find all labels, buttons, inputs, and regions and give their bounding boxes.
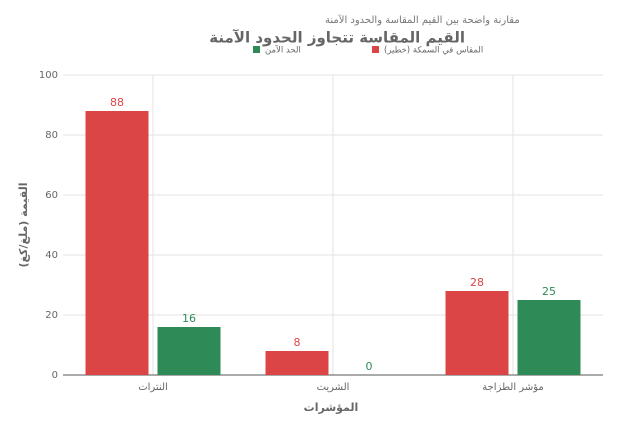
data-label: 0 (366, 360, 373, 373)
y-tick-label: 40 (45, 250, 58, 261)
y-tick-label: 20 (45, 310, 58, 321)
y-tick-label: 0 (52, 370, 58, 381)
chart-title: القيم المقاسة تتجاوز الحدود الآمنة (209, 29, 465, 47)
x-axis-label: المؤشرات (304, 401, 359, 414)
y-axis-label: القيمة (ملغ/كغ) (17, 183, 30, 268)
bar (85, 111, 149, 375)
data-label: 28 (470, 276, 484, 289)
legend-swatch (253, 46, 260, 53)
y-tick-label: 80 (45, 130, 58, 141)
x-tick-label: النترات (138, 382, 168, 393)
legend: المقاس في السمكة (خطير) الحد الآمن (253, 45, 483, 56)
legend-label: المقاس في السمكة (خطير) (384, 46, 483, 56)
bar (445, 291, 509, 375)
legend-swatch (372, 46, 379, 53)
bar (157, 327, 221, 375)
data-label: 8 (294, 336, 301, 349)
data-label: 16 (182, 312, 196, 325)
y-tick-label: 60 (45, 190, 58, 201)
bar (517, 300, 581, 375)
data-label: 25 (542, 285, 556, 298)
data-label: 88 (110, 96, 124, 109)
x-tick-label: مؤشر الطزاجة (482, 382, 543, 393)
bar (265, 351, 329, 375)
legend-label: الحد الآمن (265, 45, 301, 56)
chart-subtitle: مقارنة واضحة بين القيم المقاسة والحدود ا… (325, 14, 520, 26)
y-tick-label: 100 (39, 70, 58, 81)
x-tick-label: الشريت (317, 382, 350, 393)
